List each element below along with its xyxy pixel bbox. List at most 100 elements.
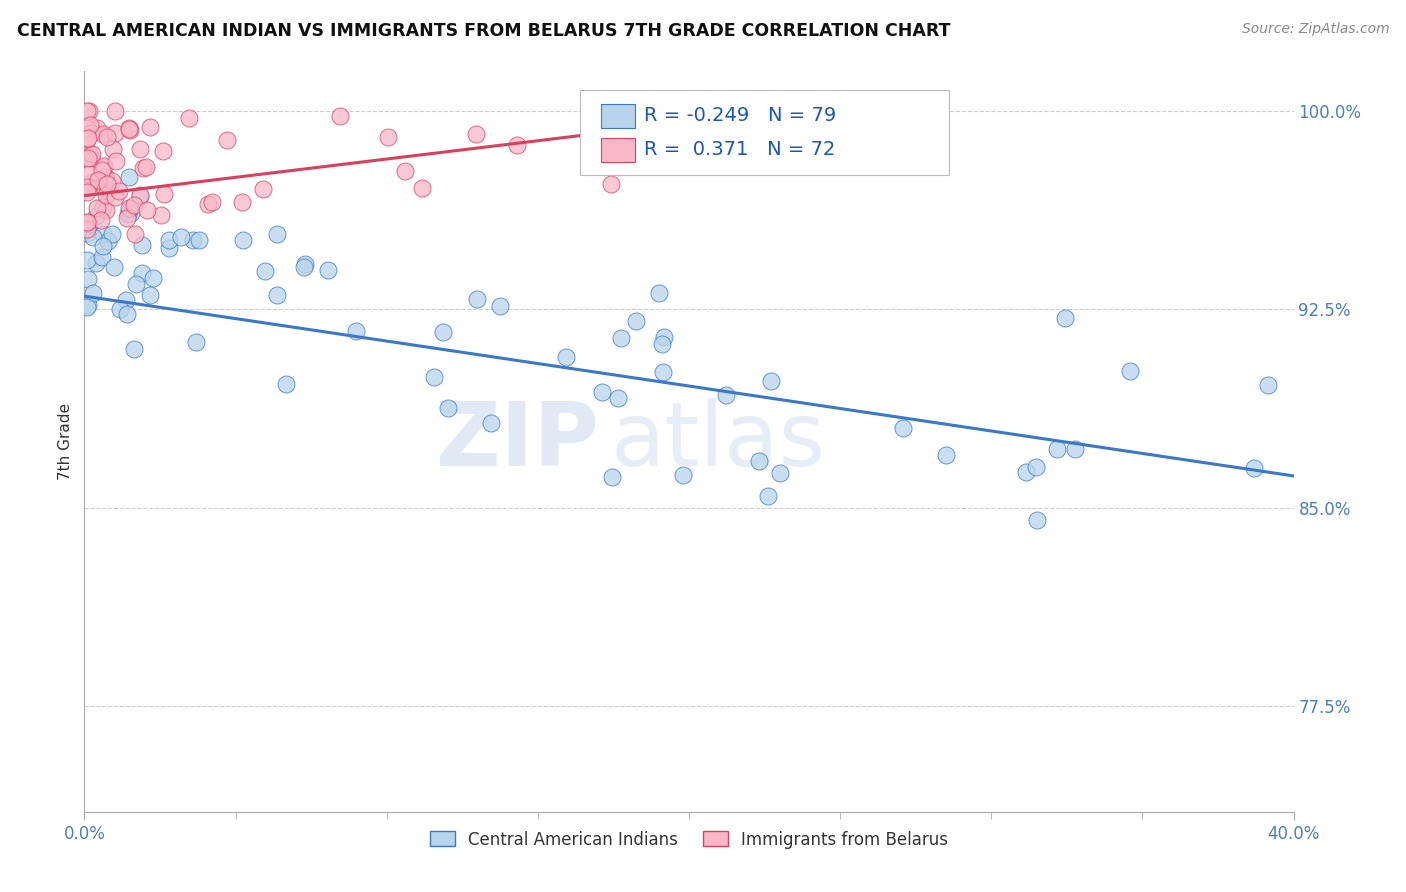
Point <box>756 489 779 503</box>
Point <box>1064 442 1087 456</box>
Point <box>329 109 352 123</box>
Point <box>436 401 458 415</box>
Point <box>139 288 162 302</box>
Point <box>117 120 139 135</box>
Point <box>76 253 98 268</box>
Point <box>84 256 107 270</box>
Point <box>90 213 112 227</box>
Point <box>94 202 117 217</box>
Point <box>97 235 120 249</box>
Point <box>80 126 103 140</box>
Point <box>891 421 914 435</box>
Point <box>186 335 208 350</box>
Point <box>346 325 368 339</box>
Point <box>600 469 623 483</box>
Point <box>1046 442 1069 457</box>
Point <box>554 351 576 365</box>
Text: Source: ZipAtlas.com: Source: ZipAtlas.com <box>1241 22 1389 37</box>
Point <box>252 181 274 195</box>
Point <box>465 293 488 307</box>
Point <box>1015 465 1038 479</box>
Point <box>79 146 101 161</box>
Point <box>600 177 623 191</box>
Point <box>93 227 115 241</box>
Point <box>91 238 114 252</box>
Point <box>1118 364 1140 378</box>
Point <box>651 364 673 378</box>
Point <box>94 170 117 185</box>
Point <box>131 238 153 252</box>
Point <box>181 234 204 248</box>
Point <box>104 103 127 118</box>
Point <box>80 147 103 161</box>
Point <box>124 227 146 242</box>
Point <box>607 391 630 405</box>
Point <box>624 314 647 328</box>
Point <box>91 251 114 265</box>
Point <box>274 376 297 391</box>
Point <box>142 270 165 285</box>
Point <box>86 209 108 223</box>
Point <box>87 173 110 187</box>
Point <box>170 229 193 244</box>
Point <box>1053 310 1076 325</box>
Point <box>128 188 150 202</box>
Point <box>76 185 98 199</box>
Point <box>93 170 115 185</box>
Point <box>77 130 100 145</box>
Point <box>157 233 180 247</box>
Point <box>150 208 173 222</box>
Point <box>77 215 100 229</box>
Point <box>118 170 141 185</box>
Point <box>80 175 103 189</box>
Point <box>294 257 316 271</box>
Point <box>394 164 416 178</box>
Point <box>82 285 104 300</box>
Point <box>489 299 512 313</box>
Point <box>77 179 100 194</box>
Point <box>135 160 157 174</box>
Point <box>481 416 503 430</box>
Point <box>672 468 695 483</box>
Point <box>153 186 176 201</box>
Point <box>76 215 98 229</box>
Point <box>94 188 117 202</box>
Point <box>129 143 152 157</box>
Point <box>231 195 253 210</box>
Legend: Central American Indians, Immigrants from Belarus: Central American Indians, Immigrants fro… <box>423 824 955 855</box>
Text: R =  0.371   N = 72: R = 0.371 N = 72 <box>644 140 835 160</box>
Point <box>101 142 124 156</box>
FancyBboxPatch shape <box>600 138 634 162</box>
Point <box>187 233 209 247</box>
Point <box>316 262 339 277</box>
Point <box>411 180 433 194</box>
Point <box>152 145 174 159</box>
Point <box>110 301 132 316</box>
Point <box>79 103 101 118</box>
Point <box>652 103 675 118</box>
Point <box>79 152 101 166</box>
Point <box>79 118 101 132</box>
Point <box>104 153 127 168</box>
Point <box>610 331 633 345</box>
Point <box>423 370 446 384</box>
Point <box>1025 459 1047 474</box>
Point <box>651 337 673 351</box>
Point <box>103 260 125 274</box>
Point <box>107 184 129 198</box>
Point <box>761 375 783 389</box>
Point <box>120 122 142 136</box>
Point <box>76 104 98 119</box>
Point <box>136 203 159 218</box>
Point <box>139 120 162 134</box>
Point <box>714 388 737 402</box>
Point <box>77 152 100 166</box>
Point <box>82 230 104 244</box>
Point <box>86 201 108 215</box>
Point <box>1026 512 1049 526</box>
Point <box>465 127 488 141</box>
Point <box>93 160 115 174</box>
Point <box>292 260 315 274</box>
Point <box>76 132 98 146</box>
Point <box>101 227 124 241</box>
